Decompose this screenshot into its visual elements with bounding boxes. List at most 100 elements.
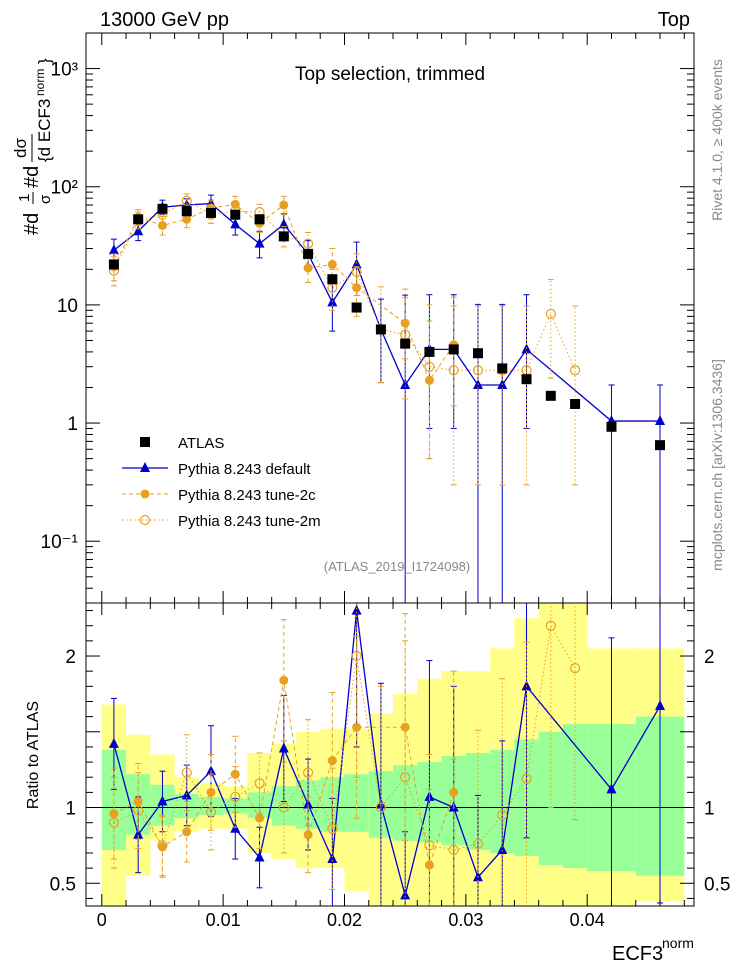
chart-title: Top selection, trimmed — [295, 64, 485, 85]
ratio-point — [400, 889, 411, 900]
header-left-title: 13000 GeV pp — [100, 9, 229, 31]
data-point — [182, 214, 192, 224]
svg-text:#d: #d — [21, 213, 43, 235]
ratio-point — [472, 838, 484, 849]
data-point — [303, 248, 314, 259]
data-point — [181, 195, 192, 206]
ratio-y-tick-label: 0.5 — [704, 874, 730, 895]
legend-label: Pythia 8.243 default — [178, 461, 311, 478]
data-point — [205, 207, 216, 218]
data-point — [472, 348, 483, 359]
x-tick-label: 0.01 — [206, 910, 241, 930]
ratio-point — [302, 767, 314, 778]
legend-label: ATLAS — [178, 435, 224, 452]
svg-text:1: 1 — [16, 194, 33, 202]
ratio-point — [109, 809, 119, 819]
data-point — [448, 365, 459, 376]
ratio-point — [545, 620, 556, 631]
mcplots-label: mcplots.cern.ch [arXiv:1306.3436] — [709, 359, 725, 571]
data-point — [108, 259, 119, 270]
ratio-point — [303, 798, 314, 809]
data-point — [230, 209, 241, 220]
data-point — [497, 363, 508, 374]
data-point — [157, 203, 168, 214]
legend-marker — [139, 514, 151, 526]
data-point — [424, 346, 435, 357]
data-point — [521, 374, 532, 385]
ratio-point — [327, 756, 337, 766]
series-pythia-8-243-tune-2m — [108, 193, 581, 486]
ratio-y-tick-label: 2 — [65, 647, 76, 668]
data-point — [278, 231, 289, 242]
ratio-point — [108, 737, 119, 748]
legend-marker — [140, 462, 150, 472]
data-point — [655, 440, 666, 451]
data-point — [570, 398, 581, 409]
ratio-point — [181, 767, 192, 778]
legend-label: Pythia 8.243 tune-2c — [178, 487, 316, 504]
data-point — [351, 266, 362, 278]
ratio-point — [327, 823, 338, 834]
series-atlas — [108, 203, 666, 451]
data-point — [327, 259, 337, 269]
data-point — [327, 274, 338, 285]
data-point — [302, 238, 314, 249]
data-point — [375, 324, 386, 335]
ratio-point — [278, 742, 289, 753]
x-tick-label: 0.04 — [570, 910, 605, 930]
main-plot-content — [108, 193, 666, 603]
legend-entry: Pythia 8.243 default — [122, 461, 311, 478]
ratio-point — [279, 675, 289, 685]
y-tick-label: 10 — [57, 296, 78, 317]
data-point — [606, 421, 617, 432]
ratio-point — [424, 860, 434, 870]
y-tick-label: 10² — [51, 178, 78, 199]
data-point — [569, 365, 581, 376]
ratio-point — [108, 817, 120, 828]
y-tick-label: 10⁻¹ — [41, 532, 79, 553]
data-point — [400, 338, 411, 349]
svg-text:{d ECF3: {d ECF3 — [35, 99, 54, 162]
ratio-y-tick-label: 1 — [65, 799, 76, 820]
ratio-plot-axes: 0 0.01 0.02 0.03 0.04 0.5 0.5 1 1 2 2 — [50, 603, 730, 930]
ratio-y-axis-label: Ratio to ATLAS — [25, 701, 42, 809]
ratio-point — [424, 840, 435, 851]
svg-text:norm: norm — [33, 69, 47, 96]
data-point — [424, 375, 434, 385]
data-point — [133, 214, 144, 225]
ratio-line — [113, 610, 661, 896]
ratio-point — [278, 802, 289, 813]
ratio-plot-frame — [85, 602, 695, 907]
y-tick-label: 10³ — [51, 60, 78, 81]
ratio-point — [205, 765, 216, 776]
ratio-point — [569, 663, 581, 674]
ratio-point — [521, 773, 532, 784]
data-point — [545, 390, 556, 401]
data-point — [352, 283, 362, 293]
analysis-id: (ATLAS_2019_I1724098) — [324, 559, 470, 574]
data-point — [181, 206, 192, 217]
data-point — [424, 361, 435, 372]
series-line — [113, 200, 576, 371]
ratio-point — [205, 806, 217, 818]
ratio-plot-content — [86, 603, 694, 906]
svg-text:}: } — [35, 58, 54, 64]
ratio-point — [254, 778, 265, 789]
series-line — [113, 202, 661, 422]
ratio-point — [157, 840, 168, 851]
main-series-group — [108, 193, 666, 603]
ratio-point — [655, 700, 666, 711]
legend-label: Pythia 8.243 tune-2m — [178, 513, 321, 530]
ratio-point — [351, 650, 362, 662]
data-point — [448, 344, 459, 355]
ratio-point — [400, 722, 410, 732]
data-point — [230, 199, 240, 209]
ratio-point — [448, 844, 459, 856]
x-tick-label: 0 — [97, 910, 107, 930]
svg-text:σ: σ — [37, 194, 54, 204]
ratio-y-tick-label: 2 — [704, 647, 715, 668]
ratio-point — [255, 813, 265, 823]
ratio-point — [497, 809, 508, 821]
ratio-point — [606, 783, 617, 794]
